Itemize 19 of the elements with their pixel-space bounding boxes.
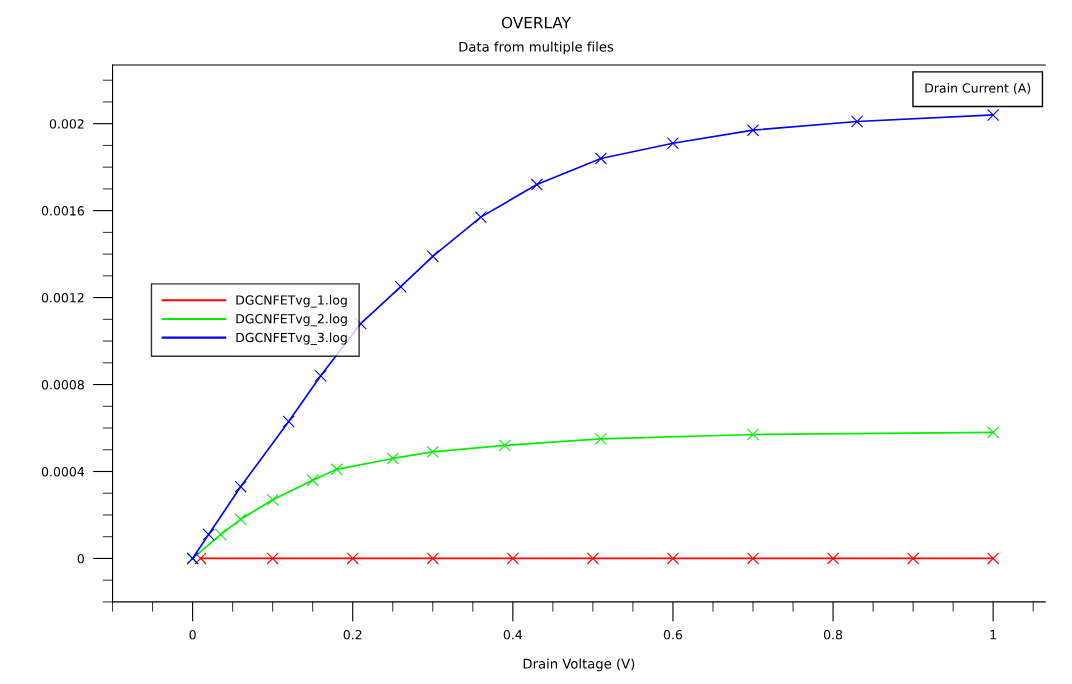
legend-label: DGCNFETvg_3.log bbox=[236, 332, 347, 345]
legend-label: DGCNFETvg_2.log bbox=[236, 313, 347, 327]
y-tick-label: 0.0008 bbox=[41, 380, 84, 390]
legend-label: DGCNFETvg_1.log bbox=[236, 295, 347, 308]
chart-title: OVERLAY bbox=[501, 16, 571, 29]
x-tick-label: 0.2 bbox=[343, 629, 362, 640]
y-tick-label: 0.0012 bbox=[41, 293, 84, 303]
x-tick-label: 1 bbox=[990, 630, 996, 640]
chart-subtitle: Data from multiple files bbox=[459, 41, 614, 55]
x-axis-title: Drain Voltage (V) bbox=[523, 658, 635, 672]
y-tick-label: 0.002 bbox=[49, 119, 84, 129]
x-tick-label: 0 bbox=[189, 629, 196, 640]
x-tick-label: 0.4 bbox=[503, 629, 523, 640]
y-tick-label: 0 bbox=[77, 553, 84, 564]
y-tick-label: 0.0016 bbox=[41, 206, 84, 216]
x-tick-label: 0.6 bbox=[663, 629, 683, 640]
x-tick-label: 0.8 bbox=[823, 629, 843, 640]
y-tick-label: 0.0004 bbox=[41, 466, 85, 477]
y-axis-title: Drain Current (A) bbox=[925, 83, 1031, 95]
